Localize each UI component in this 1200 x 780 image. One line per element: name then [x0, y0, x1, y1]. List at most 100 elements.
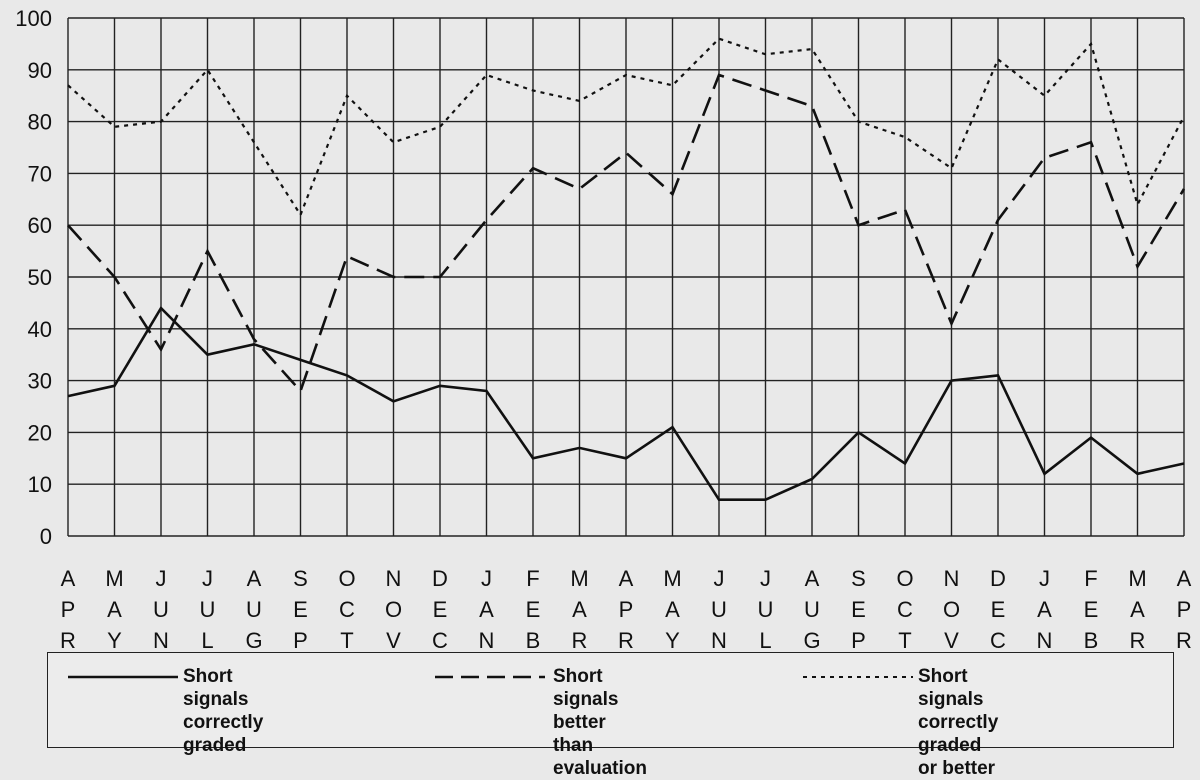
x-tick-label: U: [711, 597, 727, 622]
y-tick-label: 10: [28, 472, 52, 497]
x-tick-label: J: [202, 566, 213, 591]
legend-label-line-1: Short signals correctly: [918, 666, 999, 733]
y-tick-label: 90: [28, 58, 52, 83]
y-tick-label: 60: [28, 213, 52, 238]
x-tick-label: J: [714, 566, 725, 591]
x-tick-label: C: [990, 628, 1006, 650]
x-tick-label: Y: [665, 628, 680, 650]
x-tick-label: G: [803, 628, 820, 650]
x-tick-label: Y: [107, 628, 122, 650]
x-tick-label: S: [293, 566, 308, 591]
x-tick-label: N: [386, 566, 402, 591]
y-tick-label: 70: [28, 161, 52, 186]
x-tick-label: A: [1177, 566, 1192, 591]
legend-label-correctly-graded-or-better: Short signals correctly graded or better: [918, 665, 998, 780]
x-tick-label: G: [245, 628, 262, 650]
legend-label-correctly-graded: Short signals correctly graded: [183, 665, 263, 757]
x-tick-label: U: [200, 597, 216, 622]
series-line-dashed: [67, 73, 1186, 394]
x-tick-label: A: [619, 566, 634, 591]
series-lines: [67, 37, 1186, 502]
x-tick-label: R: [1130, 628, 1146, 650]
x-tick-label: A: [61, 566, 76, 591]
x-tick-label: R: [572, 628, 588, 650]
x-tick-label: E: [1084, 597, 1099, 622]
y-tick-label: 50: [28, 265, 52, 290]
x-tick-label: J: [1039, 566, 1050, 591]
x-tick-label: P: [1177, 597, 1192, 622]
x-tick-label: L: [759, 628, 771, 650]
x-tick-label: N: [153, 628, 169, 650]
legend-swatch-dashed: [435, 675, 545, 679]
x-tick-label: P: [293, 628, 308, 650]
x-tick-label: A: [665, 597, 680, 622]
x-tick-label: A: [479, 597, 494, 622]
x-tick-label: D: [990, 566, 1006, 591]
x-tick-label: E: [433, 597, 448, 622]
x-tick-label: F: [1084, 566, 1097, 591]
legend-swatch-dotted: [803, 676, 913, 678]
x-tick-label: M: [570, 566, 588, 591]
y-tick-label: 30: [28, 369, 52, 394]
x-tick-label: A: [1130, 597, 1145, 622]
legend-swatch-solid: [68, 675, 178, 679]
x-tick-label: N: [1037, 628, 1053, 650]
x-tick-label: V: [944, 628, 959, 650]
legend-label-line-1: Short signals correctly: [183, 666, 264, 733]
y-tick-label: 20: [28, 420, 52, 445]
x-tick-label: S: [851, 566, 866, 591]
x-tick-label: E: [526, 597, 541, 622]
y-tick-label: 40: [28, 317, 52, 342]
y-tick-label: 0: [40, 524, 52, 549]
x-tick-label: R: [1176, 628, 1192, 650]
x-tick-label: N: [711, 628, 727, 650]
legend-label-line-1: Short signals better than: [553, 666, 619, 756]
x-tick-label: R: [618, 628, 634, 650]
x-tick-label: J: [760, 566, 771, 591]
x-tick-label: N: [944, 566, 960, 591]
x-tick-label: F: [526, 566, 539, 591]
y-tick-label: 80: [28, 110, 52, 135]
x-tick-label: J: [156, 566, 167, 591]
x-tick-label: P: [851, 628, 866, 650]
x-tick-label: M: [1128, 566, 1146, 591]
x-tick-label: A: [107, 597, 122, 622]
x-tick-label: O: [385, 597, 402, 622]
series-line-dotted: [67, 37, 1185, 218]
x-tick-label: T: [340, 628, 353, 650]
x-tick-label: D: [432, 566, 448, 591]
x-tick-label: T: [898, 628, 911, 650]
x-tick-label: P: [619, 597, 634, 622]
x-tick-label: C: [339, 597, 355, 622]
x-tick-label: A: [1037, 597, 1052, 622]
x-tick-label: P: [61, 597, 76, 622]
x-tick-label: L: [201, 628, 213, 650]
x-tick-label: A: [805, 566, 820, 591]
legend-label-line-2: graded or better: [918, 735, 996, 779]
x-tick-label: B: [1084, 628, 1099, 650]
legend-label-better-than-evaluation: Short signals better than evaluation: [553, 665, 647, 780]
x-tick-label: M: [663, 566, 681, 591]
x-tick-label: J: [481, 566, 492, 591]
x-tick-label: R: [60, 628, 76, 650]
y-tick-label: 100: [15, 6, 52, 31]
x-tick-label: E: [293, 597, 308, 622]
x-tick-label: E: [991, 597, 1006, 622]
x-tick-label: O: [896, 566, 913, 591]
series-line-solid: [67, 306, 1185, 502]
x-tick-label: U: [153, 597, 169, 622]
x-tick-label: V: [386, 628, 401, 650]
x-tick-label: U: [804, 597, 820, 622]
x-tick-label: O: [943, 597, 960, 622]
y-axis-ticks: 0 10 20 30 40 50 60 70 80 90 100: [15, 6, 52, 549]
legend-label-line-2: graded: [183, 735, 247, 756]
x-tick-label: A: [572, 597, 587, 622]
x-tick-label: U: [758, 597, 774, 622]
x-axis-ticks: APRMAYJUNJULAUGSEPOCTNOVDECJANFEBMARAPRM…: [60, 566, 1192, 650]
legend: Short signals correctly graded Short sig…: [47, 652, 1174, 779]
x-tick-label: U: [246, 597, 262, 622]
x-tick-label: C: [897, 597, 913, 622]
legend-label-line-2: evaluation: [553, 758, 647, 779]
x-tick-label: B: [526, 628, 541, 650]
